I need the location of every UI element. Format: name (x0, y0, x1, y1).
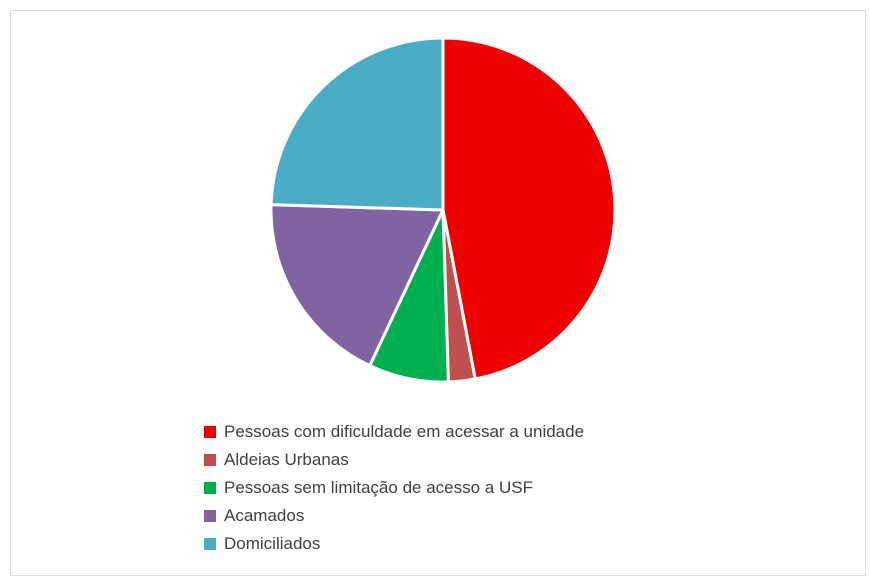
legend-swatch (204, 510, 216, 522)
pie-slice-pessoas-com-dificuldade-em-acessar-a-unidade (441, 36, 617, 381)
legend-swatch (204, 426, 216, 438)
legend-swatch (204, 538, 216, 550)
legend-item: Pessoas com dificuldade em acessar a uni… (204, 418, 584, 446)
legend-label: Pessoas sem limitação de acesso a USF (224, 478, 533, 497)
legend-label: Acamados (224, 506, 305, 525)
pie-slice-acamados (269, 203, 445, 368)
legend-label: Domiciliados (224, 534, 321, 553)
chart-legend: Pessoas com dificuldade em acessar a uni… (204, 418, 584, 558)
legend-item: Domiciliados (204, 530, 584, 558)
legend-item: Pessoas sem limitação de acesso a USF (204, 474, 584, 502)
legend-item: Aldeias Urbanas (204, 446, 584, 474)
pie-slice-domiciliados (269, 36, 445, 212)
legend-label: Aldeias Urbanas (224, 450, 349, 469)
legend-swatch (204, 482, 216, 494)
legend-item: Acamados (204, 502, 584, 530)
legend-label: Pessoas com dificuldade em acessar a uni… (224, 422, 585, 441)
legend-swatch (204, 454, 216, 466)
